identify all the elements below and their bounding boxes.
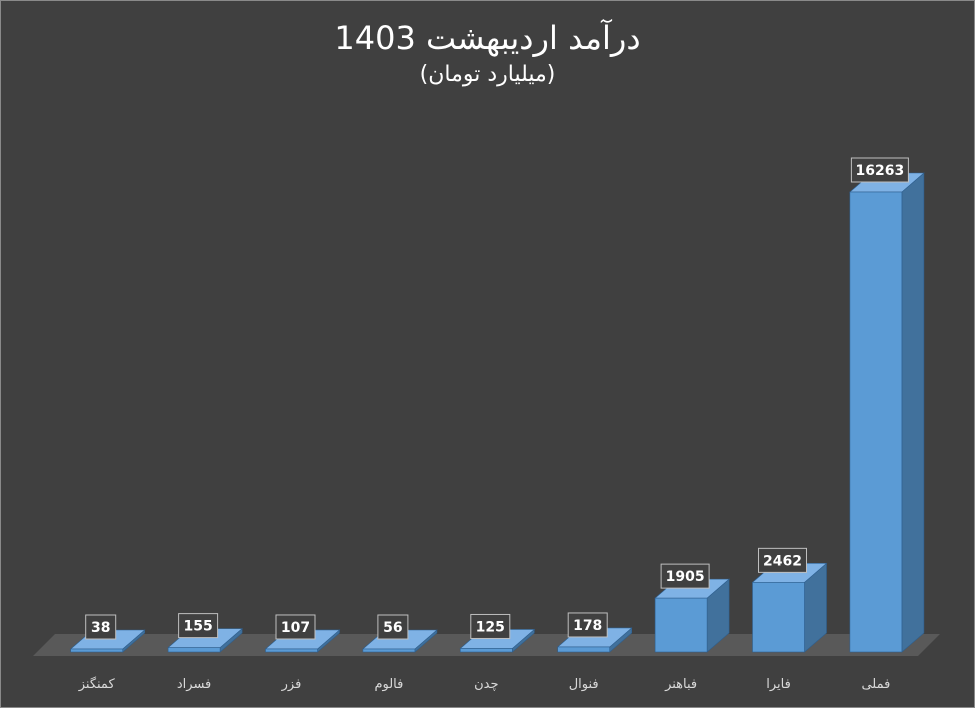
category-label: فباهنر [664,677,697,692]
data-label-box [178,613,219,639]
bar [167,647,221,653]
chart-title: درآمد اردیبهشت 1403 [334,19,641,57]
bar [362,648,416,653]
chart-subtitle: (میلیارد تومان) [419,62,556,87]
data-label: 107 [281,620,310,636]
category-label: فسراد [177,677,211,692]
labels-group: 38 155 107 56 125 178 1905 2462 16263 [85,157,909,640]
category-label: چدن [474,677,498,692]
data-label: 1905 [666,569,705,585]
category-label: فالوم [374,677,403,692]
data-label-box [567,612,608,638]
data-label-box [377,614,409,640]
category-label: فنوال [569,677,599,692]
bar [459,648,513,653]
category-label: کمنگنز [78,676,116,692]
data-label-box [850,157,909,183]
bars-group [69,172,925,653]
bar [654,597,708,653]
category-label: فملی [861,677,890,692]
category-label: فایرا [766,677,791,692]
category-label: فزر [281,677,302,692]
data-label-box [85,614,117,640]
data-label-box [660,563,710,589]
bar [70,648,123,653]
data-label-box [275,614,316,640]
data-label-box [470,613,511,639]
data-label: 155 [183,619,212,635]
bar-side [901,172,925,653]
bar [557,646,611,653]
category-labels-group: کمنگنز فسراد فزر فالوم چدن فنوال فباهنر فایرا فم… [78,676,891,692]
data-label: 38 [91,620,110,636]
data-label: 125 [476,619,505,635]
data-label-box [758,547,807,573]
bar [849,191,903,653]
bar [752,582,805,653]
data-label: 2462 [763,553,802,569]
bar [265,648,318,653]
data-label: 56 [383,620,402,636]
data-label: 16263 [856,163,905,179]
data-label: 178 [573,618,602,634]
